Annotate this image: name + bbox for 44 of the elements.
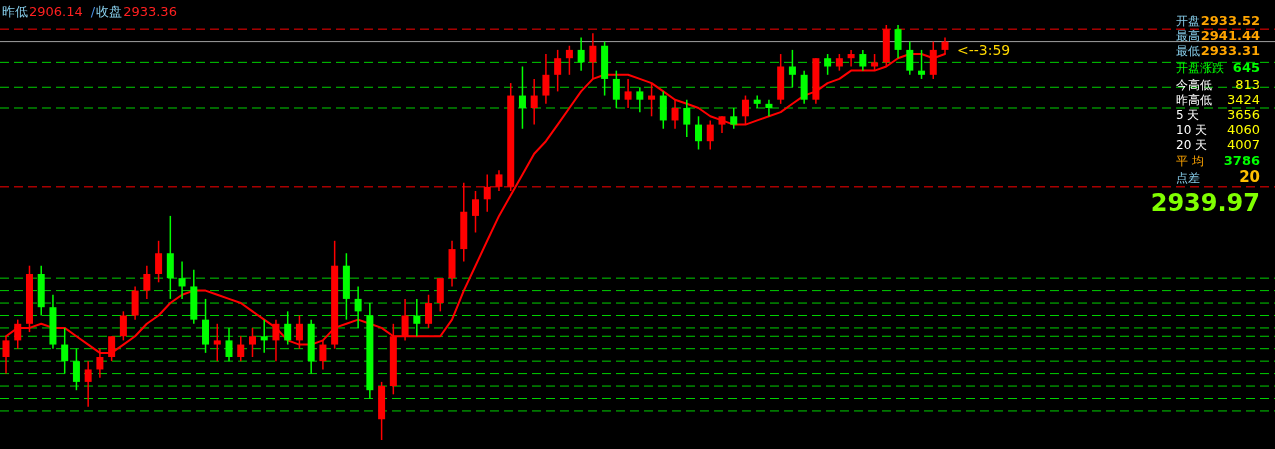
candlestick [577,36,585,72]
candlestick [401,298,409,342]
candlestick [636,86,644,113]
candlestick [906,40,914,76]
candlestick [248,327,256,358]
candlestick [824,53,832,76]
candlestick [612,69,620,109]
candlestick [671,98,679,130]
candlestick [847,49,855,68]
candlestick [542,53,550,105]
candlestick [683,98,691,138]
candlestick [225,327,233,362]
candlestick [284,310,292,346]
candlestick [295,314,303,350]
candlestick [565,45,573,76]
candlestick [894,24,902,59]
candlestick [354,285,362,329]
candlestick [706,119,714,151]
candlestick [260,318,268,354]
candlestick [624,78,632,109]
candlestick [155,240,163,284]
candlestick [554,49,562,93]
candlestick [84,360,92,408]
candlestick [413,298,421,337]
candlestick [518,65,526,130]
candlestick [859,49,867,72]
candlestick [14,318,22,350]
candlestick [237,335,245,362]
candlestick [695,115,703,151]
candlestick [741,94,749,126]
candlestick [61,327,69,375]
candlestick [425,294,433,329]
candlestick [648,82,656,118]
candlestick [178,260,186,300]
candlestick [918,49,926,80]
candlestick [788,49,796,88]
candlestick [72,347,80,391]
candlestick [530,78,538,126]
candlestick [730,107,738,130]
candlestick [472,190,479,234]
candlestick [765,98,773,118]
candlestick [213,323,221,362]
candlestick [119,310,127,342]
candlestick [143,264,151,300]
